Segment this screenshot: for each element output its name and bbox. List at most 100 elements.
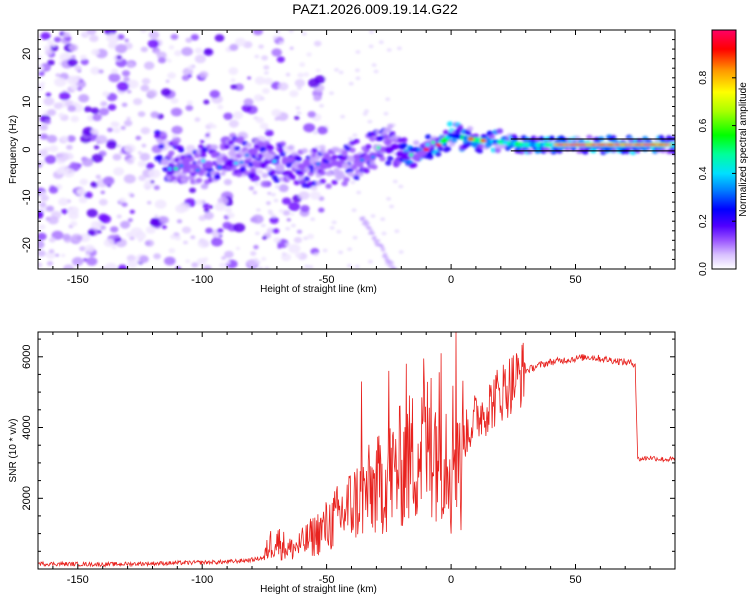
tone-blob xyxy=(297,171,304,177)
noise-blob xyxy=(317,126,328,135)
noise-blob xyxy=(114,234,120,239)
tone-blob xyxy=(293,180,300,186)
tone-blob xyxy=(295,156,302,162)
noise-blob xyxy=(340,114,346,119)
noise-blob xyxy=(80,54,87,60)
noise-blob xyxy=(235,37,246,47)
noise-blob xyxy=(264,266,270,269)
noise-blob xyxy=(259,122,269,130)
noise-blob xyxy=(203,211,214,220)
y-tick-label: -10 xyxy=(21,189,33,205)
noise-blob xyxy=(386,48,392,52)
noise-blob xyxy=(282,210,291,216)
noise-blob xyxy=(380,217,386,221)
noise-blob xyxy=(304,264,310,269)
noise-blob xyxy=(224,250,234,259)
noise-blob xyxy=(38,240,45,249)
tone-blob xyxy=(582,149,589,155)
x-tick-label: 50 xyxy=(569,274,581,286)
tone-blob xyxy=(423,148,430,151)
noise-blob xyxy=(71,257,84,266)
noise-blob xyxy=(47,109,57,116)
noise-blob xyxy=(197,238,210,249)
tone-blob xyxy=(413,140,420,146)
tone-blob xyxy=(325,183,332,189)
tone-blob xyxy=(158,143,165,150)
noise-blob xyxy=(190,34,199,41)
colorbar-tick-label: 0.2 xyxy=(698,214,709,228)
tone-blob xyxy=(444,146,452,152)
x-tick-label: 0 xyxy=(448,274,454,286)
noise-blob xyxy=(53,36,62,43)
tone-blob xyxy=(401,142,408,148)
tone-blob xyxy=(301,148,308,154)
noise-blob xyxy=(40,32,51,40)
noise-blob xyxy=(394,229,400,233)
tone-blob xyxy=(446,121,454,127)
noise-blob xyxy=(51,43,56,47)
tone-blob xyxy=(349,147,356,153)
tone-blob xyxy=(435,143,442,147)
noise-blob xyxy=(161,225,167,230)
noise-blob xyxy=(107,104,117,111)
tone-blob xyxy=(227,140,235,146)
noise-blob xyxy=(48,237,56,243)
tone-blob xyxy=(488,134,496,140)
noise-blob xyxy=(46,205,55,212)
noise-blob xyxy=(247,76,252,80)
figure-title: PAZ1.2026.009.19.14.G22 xyxy=(292,1,458,17)
noise-blob xyxy=(154,199,167,209)
noise-blob xyxy=(250,251,257,256)
noise-blob xyxy=(169,234,177,240)
noise-blob xyxy=(90,66,101,75)
noise-blob xyxy=(150,111,160,119)
x-tick-label: -100 xyxy=(191,574,213,586)
tone-blob xyxy=(357,171,364,177)
noise-blob xyxy=(80,58,89,66)
noise-blob xyxy=(100,101,108,107)
noise-blob xyxy=(268,211,274,216)
noise-blob xyxy=(388,260,394,264)
noise-blob xyxy=(153,253,161,260)
noise-blob xyxy=(195,199,204,206)
noise-blob xyxy=(62,32,71,38)
noise-blob xyxy=(85,253,91,257)
tone-blob xyxy=(496,128,503,134)
tone-blob xyxy=(570,145,577,151)
noise-blob xyxy=(233,223,246,233)
noise-blob xyxy=(48,249,55,254)
tone-blob xyxy=(379,156,386,162)
noise-blob xyxy=(70,221,78,227)
y-tick-label: 0 xyxy=(21,146,33,152)
noise-blob xyxy=(278,184,289,193)
noise-blob xyxy=(281,252,287,256)
noise-blob xyxy=(306,52,312,57)
noise-blob xyxy=(204,48,213,55)
noise-blob xyxy=(301,32,307,36)
noise-blob xyxy=(262,235,268,240)
noise-blob xyxy=(175,266,182,269)
noise-blob xyxy=(271,109,282,117)
noise-blob xyxy=(262,88,270,94)
noise-blob xyxy=(367,259,373,264)
tone-blob xyxy=(226,160,236,168)
tone-blob xyxy=(261,172,269,179)
noise-blob xyxy=(187,74,192,78)
noise-blob xyxy=(55,73,61,77)
tone-blob xyxy=(434,151,442,157)
noise-blob xyxy=(168,45,175,50)
noise-blob xyxy=(290,223,296,228)
noise-blob xyxy=(38,250,46,257)
noise-blob xyxy=(125,232,133,238)
noise-blob xyxy=(375,239,381,243)
noise-blob xyxy=(129,209,135,214)
tone-blob xyxy=(180,177,187,183)
noise-blob xyxy=(220,171,226,176)
tone-blob xyxy=(303,176,310,182)
noise-blob xyxy=(100,190,106,195)
noise-blob xyxy=(38,232,47,241)
noise-blob xyxy=(38,224,46,230)
noise-blob xyxy=(224,207,232,213)
noise-blob xyxy=(380,246,385,250)
noise-blob xyxy=(318,207,325,213)
